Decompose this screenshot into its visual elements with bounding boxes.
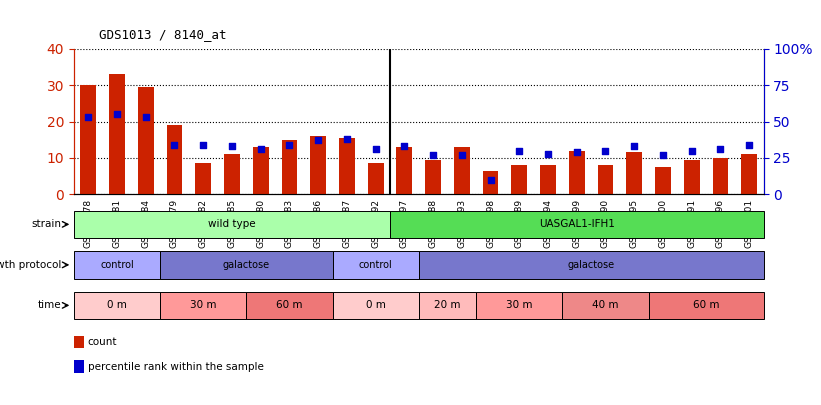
Text: 60 m: 60 m xyxy=(693,301,719,310)
Text: 60 m: 60 m xyxy=(276,301,303,310)
Bar xyxy=(195,164,211,194)
Bar xyxy=(397,147,412,194)
Point xyxy=(226,143,239,149)
Bar xyxy=(224,154,240,194)
Point xyxy=(455,152,468,158)
Text: 0 m: 0 m xyxy=(365,301,386,310)
Text: galactose: galactose xyxy=(222,260,270,270)
Bar xyxy=(511,165,527,194)
Point xyxy=(686,147,699,154)
Text: control: control xyxy=(359,260,392,270)
Point xyxy=(110,111,123,117)
Point xyxy=(513,147,526,154)
Text: galactose: galactose xyxy=(567,260,615,270)
Text: 20 m: 20 m xyxy=(434,301,461,310)
Point xyxy=(168,142,181,148)
Bar xyxy=(569,151,585,194)
Text: time: time xyxy=(38,301,62,310)
Bar xyxy=(713,158,728,194)
Text: growth protocol: growth protocol xyxy=(0,260,62,270)
Bar xyxy=(368,164,383,194)
Point xyxy=(599,147,612,154)
Text: wild type: wild type xyxy=(208,220,256,229)
Bar xyxy=(655,167,671,194)
Point xyxy=(369,146,383,152)
Text: percentile rank within the sample: percentile rank within the sample xyxy=(88,362,264,371)
Text: 30 m: 30 m xyxy=(190,301,217,310)
Point xyxy=(82,114,94,120)
Text: strain: strain xyxy=(31,220,62,229)
Point xyxy=(255,146,268,152)
Bar xyxy=(310,136,326,194)
Bar xyxy=(253,147,268,194)
Point xyxy=(484,177,498,183)
Bar xyxy=(454,147,470,194)
Bar xyxy=(540,165,556,194)
Text: count: count xyxy=(88,337,117,347)
Bar xyxy=(339,138,355,194)
Bar xyxy=(741,154,757,194)
Point xyxy=(743,142,756,148)
Point xyxy=(542,150,555,157)
Bar xyxy=(425,160,441,194)
Bar xyxy=(80,85,96,194)
Point xyxy=(282,142,296,148)
Text: 0 m: 0 m xyxy=(107,301,127,310)
Text: UASGAL1-IFH1: UASGAL1-IFH1 xyxy=(539,220,615,229)
Point xyxy=(312,137,325,144)
Bar xyxy=(598,165,613,194)
Point xyxy=(427,152,440,158)
Point xyxy=(571,149,584,156)
Bar xyxy=(167,125,182,194)
Point xyxy=(657,152,670,158)
Bar xyxy=(138,87,154,194)
Text: control: control xyxy=(100,260,134,270)
Text: 30 m: 30 m xyxy=(506,301,533,310)
Point xyxy=(341,136,354,142)
Point xyxy=(140,114,153,120)
Point xyxy=(714,146,727,152)
Bar xyxy=(684,160,699,194)
Bar xyxy=(626,153,642,194)
Text: 40 m: 40 m xyxy=(592,301,619,310)
Point xyxy=(628,143,641,149)
Point xyxy=(398,143,411,149)
Bar xyxy=(282,140,297,194)
Bar xyxy=(109,74,125,194)
Text: GDS1013 / 8140_at: GDS1013 / 8140_at xyxy=(99,28,226,41)
Point xyxy=(197,142,210,148)
Bar xyxy=(483,171,498,194)
